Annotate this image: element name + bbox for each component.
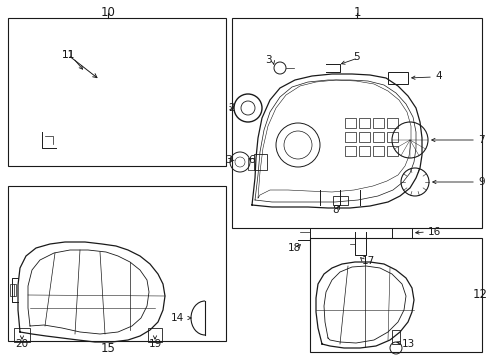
Text: 4: 4 bbox=[434, 71, 441, 81]
Bar bbox=[391, 330, 399, 344]
Bar bbox=[253, 154, 266, 170]
Bar bbox=[386, 118, 397, 128]
Bar bbox=[358, 132, 369, 142]
Bar bbox=[231, 18, 481, 228]
Text: 3: 3 bbox=[225, 155, 231, 165]
Bar bbox=[345, 146, 355, 156]
Text: 8: 8 bbox=[332, 205, 339, 215]
Bar bbox=[148, 328, 162, 342]
Bar bbox=[386, 132, 397, 142]
Bar bbox=[391, 228, 411, 238]
Text: 7: 7 bbox=[477, 135, 484, 145]
Bar bbox=[8, 186, 225, 341]
Bar bbox=[14, 328, 30, 342]
Bar bbox=[372, 146, 383, 156]
Text: 17: 17 bbox=[361, 256, 374, 266]
Text: 14: 14 bbox=[170, 313, 183, 323]
Bar bbox=[345, 118, 355, 128]
Bar bbox=[345, 132, 355, 142]
Bar bbox=[309, 238, 481, 352]
Text: 11: 11 bbox=[61, 50, 75, 60]
Text: 6: 6 bbox=[247, 155, 254, 165]
Bar bbox=[8, 18, 225, 166]
Bar bbox=[372, 118, 383, 128]
Text: 3: 3 bbox=[265, 55, 271, 65]
Bar bbox=[372, 132, 383, 142]
Text: 13: 13 bbox=[401, 339, 414, 349]
Text: 15: 15 bbox=[101, 342, 115, 356]
Bar bbox=[387, 72, 407, 84]
Text: 9: 9 bbox=[477, 177, 484, 187]
Bar bbox=[10, 284, 16, 296]
Text: 18: 18 bbox=[287, 243, 300, 253]
Text: 16: 16 bbox=[427, 227, 440, 237]
Text: 1: 1 bbox=[352, 5, 360, 18]
Text: 5: 5 bbox=[353, 52, 359, 62]
Text: 12: 12 bbox=[472, 288, 487, 302]
Bar bbox=[386, 146, 397, 156]
Bar bbox=[358, 146, 369, 156]
Text: 19: 19 bbox=[148, 339, 162, 349]
Text: 10: 10 bbox=[101, 5, 115, 18]
Text: 11: 11 bbox=[61, 50, 75, 60]
Text: 20: 20 bbox=[16, 339, 28, 349]
Bar bbox=[332, 196, 347, 205]
Text: 2: 2 bbox=[228, 103, 235, 113]
Bar bbox=[358, 118, 369, 128]
